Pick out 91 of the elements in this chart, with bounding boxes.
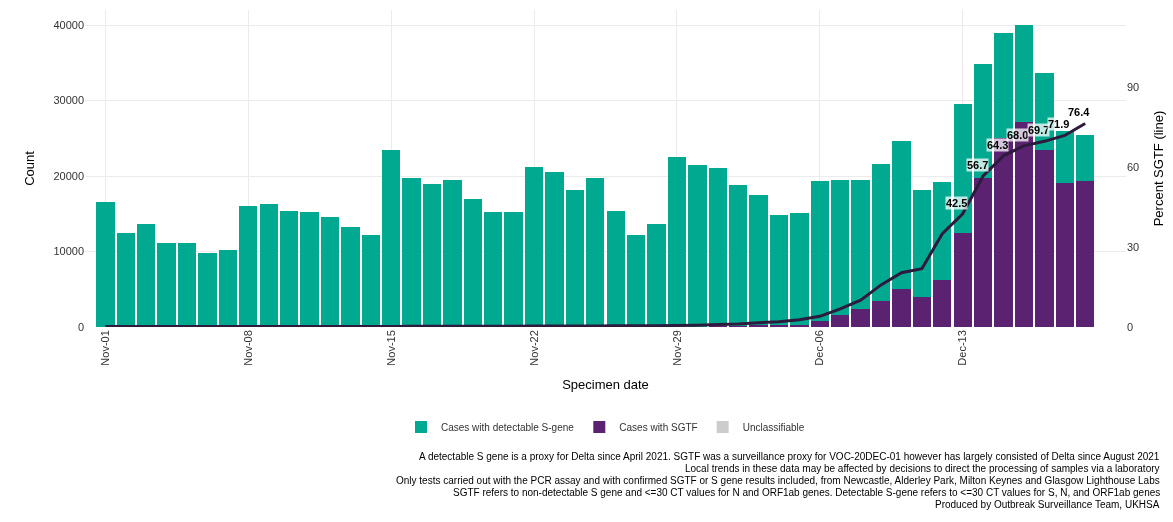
bar: [769, 215, 789, 325]
bar: [1075, 180, 1095, 327]
bar: [933, 280, 952, 327]
bar: [198, 253, 217, 327]
bar: [157, 243, 176, 327]
x-tick-label: Nov-08: [241, 330, 254, 366]
bar: [524, 166, 544, 327]
x-tick-label: Nov-01: [98, 330, 111, 366]
bar: [443, 179, 462, 327]
legend-label: Cases with detectable S-gene: [441, 421, 575, 433]
y2-tick-label: 30: [1127, 240, 1140, 253]
bar: [259, 203, 278, 327]
y2-tick-label: 90: [1127, 81, 1140, 94]
y-tick-label: 30000: [53, 94, 84, 107]
bar: [912, 189, 932, 297]
bar: [871, 300, 891, 327]
bar: [728, 185, 748, 327]
bar: [320, 216, 340, 327]
bar: [790, 213, 809, 325]
text: Only tests carried out with the PCR assay and with confirmed SGTF or S gene results included, from Newcastle, Alderley Park, Milton Keynes and Glasgow Lighthouse Labs: [396, 475, 1160, 486]
bar: [381, 150, 401, 327]
bar: [831, 179, 850, 315]
bar: [1075, 135, 1095, 181]
bar: [831, 314, 850, 327]
bar: [463, 198, 483, 327]
x-tick-label: Dec-06: [813, 330, 826, 366]
bar: [810, 180, 830, 321]
y-axis-title: Count: [22, 150, 38, 186]
bar: [300, 211, 319, 327]
bar: [790, 324, 809, 327]
y-tick-label: 10000: [53, 245, 84, 258]
text: Local trends in these data may be affected by decisions to direct the processing of samples via a laboratory: [685, 463, 1160, 474]
data-label: 69.7: [1028, 124, 1050, 136]
bar: [545, 171, 564, 327]
line-series: [103, 121, 1087, 327]
bar: [626, 234, 646, 327]
bar: [218, 250, 238, 327]
bar: [341, 226, 360, 327]
bar: [137, 224, 156, 327]
data-label: 64.3: [987, 139, 1009, 151]
bar: [647, 223, 666, 327]
bar: [565, 190, 585, 327]
data-label: 71.9: [1048, 118, 1070, 130]
y2-axis-title: Percent SGTF (line): [1150, 110, 1166, 227]
x-tick-label: Nov-22: [527, 330, 540, 366]
data-label: 68.0: [1007, 129, 1029, 141]
y-tick-label: 20000: [53, 169, 84, 182]
data-label: 76.4: [1068, 106, 1091, 118]
data-label: 56.7: [967, 159, 989, 171]
bar: [96, 201, 115, 327]
bar: [810, 320, 830, 327]
x-tick-label: Nov-29: [670, 330, 683, 366]
bar: [892, 288, 911, 327]
bar: [871, 163, 891, 301]
bar: [892, 140, 911, 289]
text: Produced by Outbreak Surveillance Team, UKHSA: [935, 499, 1160, 510]
bar: [1014, 25, 1034, 122]
bar: [912, 296, 932, 327]
y-tick-label: 40000: [53, 18, 84, 31]
text: A detectable S gene is a proxy for Delta since April 2021. SGTF was a surveillance proxy for VOC-20DEC-01 however has largely consisted of Delta since August 2021: [419, 451, 1160, 462]
bar: [361, 234, 380, 327]
bar: [953, 232, 972, 327]
bar: [239, 206, 258, 327]
bar: [422, 183, 442, 327]
bar: [177, 243, 197, 327]
bar: [973, 178, 993, 327]
bar: [749, 194, 768, 326]
bar: [279, 210, 299, 327]
bar: [116, 233, 136, 327]
bar: [586, 178, 605, 327]
text: SGTF refers to non-detectable S gene and <=30 CT values for N and ORF1ab genes. Detectable S-gene refers to <=30 CT values for S, N, and ORF1ab genes: [453, 487, 1161, 498]
y2-tick-label: 0: [1127, 320, 1134, 333]
bar: [484, 212, 503, 327]
bar: [851, 308, 870, 327]
bar: [1035, 149, 1054, 327]
bar: [606, 210, 625, 327]
bar: [402, 178, 421, 327]
x-tick-label: Dec-13: [956, 330, 969, 366]
y-tick-label: 0: [77, 320, 84, 333]
data-label: 42.5: [946, 197, 968, 209]
y2-tick-label: 60: [1127, 161, 1140, 174]
legend-label: Cases with SGTF: [619, 421, 698, 433]
x-axis-title: Specimen date: [562, 377, 649, 393]
bar: [504, 211, 523, 327]
bar: [1055, 182, 1074, 327]
bar: [688, 164, 707, 327]
x-tick-label: Nov-15: [384, 330, 397, 366]
bar: [1055, 130, 1074, 183]
bar: [851, 179, 870, 309]
bar: [667, 157, 687, 327]
legend-label: Unclassifiable: [742, 421, 805, 433]
